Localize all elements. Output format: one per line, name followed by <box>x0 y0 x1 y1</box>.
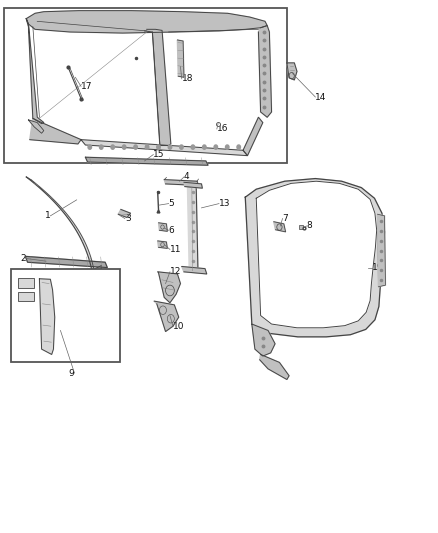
Circle shape <box>157 145 160 149</box>
Polygon shape <box>81 140 247 156</box>
Polygon shape <box>145 29 171 146</box>
Bar <box>18 292 34 301</box>
Text: 2: 2 <box>21 254 26 263</box>
Text: 19: 19 <box>372 263 384 272</box>
Polygon shape <box>26 177 94 273</box>
Text: 8: 8 <box>307 222 312 230</box>
Circle shape <box>134 145 138 149</box>
Polygon shape <box>158 272 180 303</box>
Polygon shape <box>159 223 167 231</box>
Polygon shape <box>256 181 377 328</box>
Polygon shape <box>243 117 263 156</box>
Polygon shape <box>258 26 272 117</box>
Text: 12: 12 <box>170 268 181 276</box>
Text: 6: 6 <box>169 226 174 235</box>
Polygon shape <box>158 241 167 248</box>
Polygon shape <box>274 222 286 232</box>
Polygon shape <box>378 214 385 287</box>
Polygon shape <box>184 182 202 188</box>
Polygon shape <box>30 118 81 144</box>
Circle shape <box>191 145 194 149</box>
Polygon shape <box>26 19 44 124</box>
Polygon shape <box>25 256 107 268</box>
Text: 5: 5 <box>169 199 174 208</box>
Circle shape <box>237 145 240 149</box>
Bar <box>4 8 287 163</box>
Polygon shape <box>182 266 207 274</box>
Polygon shape <box>187 187 198 272</box>
Polygon shape <box>85 157 208 165</box>
Text: 18: 18 <box>182 75 193 83</box>
Circle shape <box>168 145 172 149</box>
Circle shape <box>99 145 103 149</box>
Polygon shape <box>287 63 297 80</box>
Polygon shape <box>154 301 179 332</box>
Circle shape <box>180 145 183 149</box>
Text: 7: 7 <box>283 214 288 223</box>
Circle shape <box>226 145 229 149</box>
Text: 14: 14 <box>315 93 327 101</box>
Polygon shape <box>245 179 385 337</box>
Polygon shape <box>39 279 55 354</box>
Circle shape <box>203 145 206 149</box>
Circle shape <box>145 145 149 149</box>
Bar <box>18 278 34 288</box>
Polygon shape <box>252 324 275 356</box>
Text: 17: 17 <box>81 82 92 91</box>
Polygon shape <box>260 354 289 379</box>
Circle shape <box>88 145 92 149</box>
Polygon shape <box>26 11 267 33</box>
Text: 11: 11 <box>170 245 181 254</box>
Circle shape <box>111 145 114 149</box>
Text: 3: 3 <box>125 214 131 223</box>
Text: 1: 1 <box>45 212 50 220</box>
Polygon shape <box>164 180 198 185</box>
Text: 16: 16 <box>217 125 228 133</box>
Bar <box>11 269 120 362</box>
Polygon shape <box>90 265 102 276</box>
Text: 15: 15 <box>153 150 165 159</box>
Text: 13: 13 <box>219 199 230 208</box>
Text: 4: 4 <box>184 173 190 181</box>
Polygon shape <box>28 120 44 133</box>
Circle shape <box>122 145 126 149</box>
Text: 10: 10 <box>173 322 184 330</box>
Text: 9: 9 <box>68 369 74 377</box>
Polygon shape <box>177 40 184 77</box>
Circle shape <box>214 145 218 149</box>
Polygon shape <box>118 209 131 217</box>
